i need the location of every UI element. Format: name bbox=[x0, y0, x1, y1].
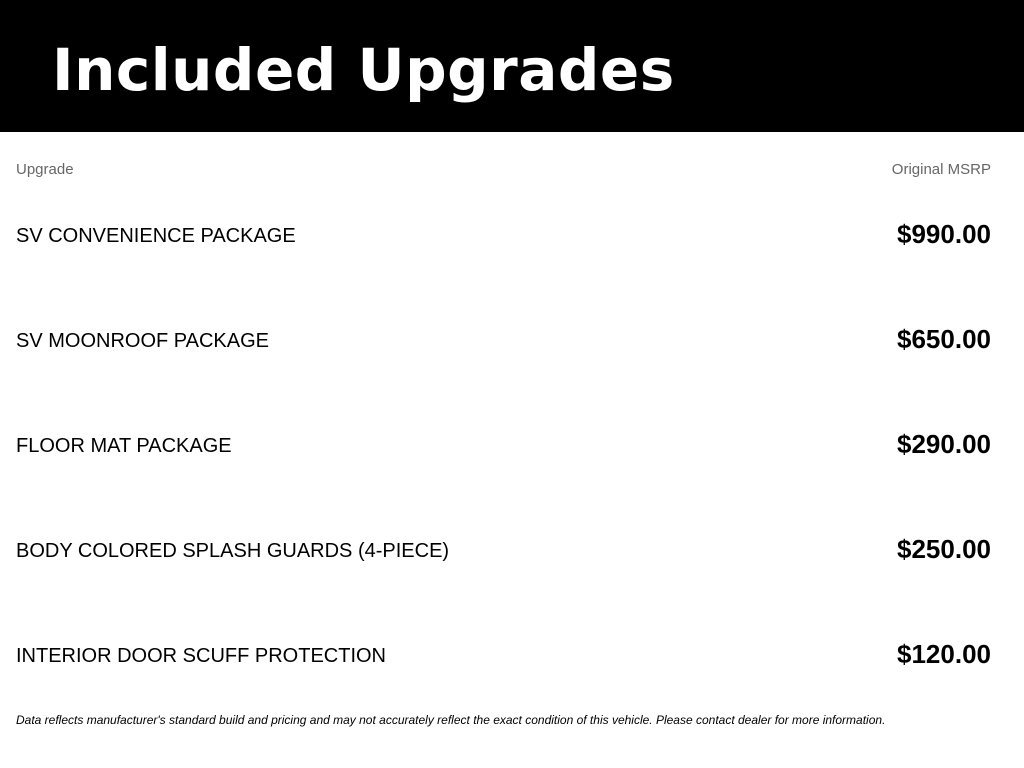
page-title: Included Upgrades bbox=[52, 36, 675, 104]
table-row: SV CONVENIENCE PACKAGE $990.00 bbox=[16, 217, 991, 257]
upgrade-name: FLOOR MAT PACKAGE bbox=[16, 435, 232, 457]
table-row: BODY COLORED SPLASH GUARDS (4-PIECE) $25… bbox=[16, 532, 991, 572]
table-row: FLOOR MAT PACKAGE $290.00 bbox=[16, 427, 991, 467]
upgrade-price: $650.00 bbox=[897, 324, 991, 354]
table-row: INTERIOR DOOR SCUFF PROTECTION $120.00 bbox=[16, 637, 991, 677]
upgrade-name: INTERIOR DOOR SCUFF PROTECTION bbox=[16, 645, 386, 667]
upgrade-name: SV CONVENIENCE PACKAGE bbox=[16, 225, 296, 247]
upgrade-name: SV MOONROOF PACKAGE bbox=[16, 330, 269, 352]
disclaimer: Data reflects manufacturer's standard bu… bbox=[16, 713, 886, 727]
upgrade-price: $120.00 bbox=[897, 639, 991, 669]
column-header-upgrade: Upgrade bbox=[16, 161, 74, 178]
header-banner: Included Upgrades bbox=[0, 0, 1024, 132]
upgrade-price: $990.00 bbox=[897, 219, 991, 249]
column-header-msrp: Original MSRP bbox=[891, 161, 991, 178]
upgrade-name: BODY COLORED SPLASH GUARDS (4-PIECE) bbox=[16, 540, 450, 562]
table-row: SV MOONROOF PACKAGE $650.00 bbox=[16, 322, 991, 362]
upgrade-price: $290.00 bbox=[897, 429, 991, 459]
upgrade-price: $250.00 bbox=[897, 534, 991, 564]
